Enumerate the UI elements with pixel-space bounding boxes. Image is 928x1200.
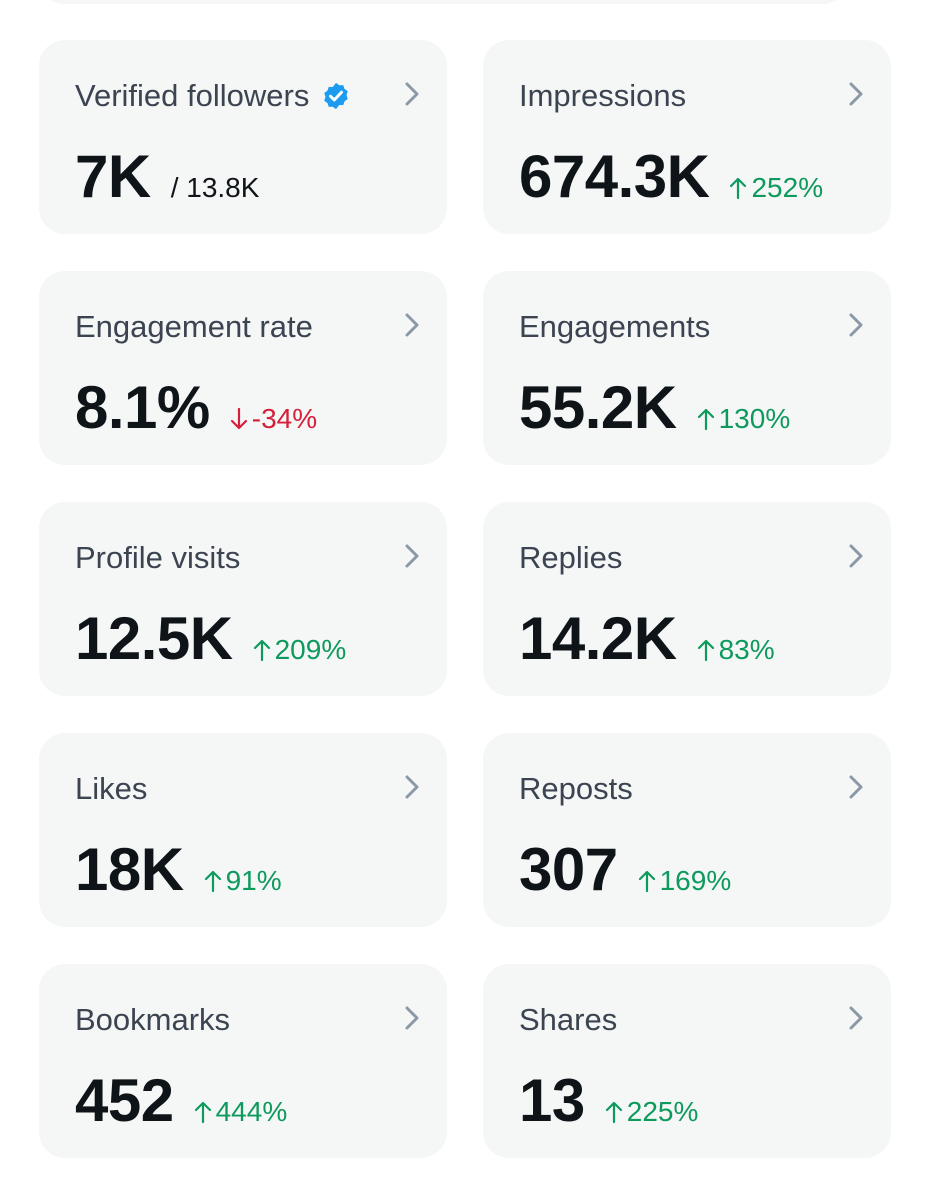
metric-value: 12.5K [75,605,233,672]
metric-change-value: 130% [718,403,791,434]
metric-card-engagement-rate[interactable]: Engagement rate 8.1% -34% [39,271,447,465]
metric-title: Replies [519,540,623,575]
metric-value: 674.3K [519,143,710,210]
metric-value: 307 [519,836,618,903]
arrow-up-icon [194,1101,211,1124]
metric-value-row: 18K 91% [75,835,282,905]
metric-change: -34% [230,403,317,435]
metric-title: Shares [519,1002,618,1037]
metric-value-row: 307 169% [519,835,731,905]
metric-card-verified-followers[interactable]: Verified followers 7K / 13.8K [39,40,447,234]
metric-card-reposts[interactable]: Reposts 307 169% [483,733,891,927]
metric-change-value: 91% [225,865,282,896]
metric-card-shares[interactable]: Shares 13 225% [483,964,891,1158]
metric-change-value: 444% [215,1096,288,1127]
metric-card-likes[interactable]: Likes 18K 91% [39,733,447,927]
metric-change-value: 225% [626,1096,699,1127]
arrow-up-icon [730,177,747,200]
metric-title: Reposts [519,771,633,806]
metric-value-row: 14.2K 83% [519,604,775,674]
chevron-right-icon[interactable] [843,541,869,571]
metric-value: 55.2K [519,374,677,441]
metric-change: 225% [605,1096,699,1128]
metric-value-row: 55.2K 130% [519,373,790,443]
chevron-right-icon[interactable] [399,772,425,802]
arrow-up-icon [204,870,221,893]
arrow-up-icon [697,408,714,431]
metric-value: 14.2K [519,605,677,672]
metric-change: 252% [729,172,823,204]
verified-badge-icon [324,82,349,110]
metric-value: 13 [519,1067,585,1134]
metric-value-row: 7K / 13.8K [75,142,259,212]
metric-value-row: 452 444% [75,1066,287,1136]
metric-change-value: 209% [274,634,347,665]
arrow-up-icon [638,870,655,893]
metric-value-row: 8.1% -34% [75,373,317,443]
chevron-right-icon[interactable] [399,310,425,340]
chevron-right-icon[interactable] [843,310,869,340]
chevron-right-icon[interactable] [843,1003,869,1033]
arrow-down-icon [230,407,247,430]
arrow-up-icon [605,1101,622,1124]
metric-card-replies[interactable]: Replies 14.2K 83% [483,502,891,696]
metric-change: 444% [194,1096,288,1128]
previous-card-edge [39,0,847,4]
metric-title: Engagement rate [75,309,313,344]
metric-value: 8.1% [75,374,210,441]
metric-change: 209% [253,634,347,666]
metric-change: 91% [204,865,282,897]
chevron-right-icon[interactable] [843,79,869,109]
metric-title: Likes [75,771,148,806]
metric-title: Bookmarks [75,1002,231,1037]
metric-title: Verified followers [75,78,310,113]
chevron-right-icon[interactable] [399,541,425,571]
metric-card-engagements[interactable]: Engagements 55.2K 130% [483,271,891,465]
arrow-up-icon [253,639,270,662]
metric-value: 452 [75,1067,174,1134]
metric-card-impressions[interactable]: Impressions 674.3K 252% [483,40,891,234]
metric-change-value: 169% [659,865,732,896]
chevron-right-icon[interactable] [399,1003,425,1033]
metric-total: / 13.8K [170,172,260,203]
metric-change: 169% [638,865,732,897]
metric-value-row: 13 225% [519,1066,698,1136]
metric-change-value: 252% [751,172,824,203]
metric-value-row: 12.5K 209% [75,604,346,674]
metric-value-row: 674.3K 252% [519,142,823,212]
metric-card-bookmarks[interactable]: Bookmarks 452 444% [39,964,447,1158]
metric-value: 7K [75,143,151,210]
chevron-right-icon[interactable] [843,772,869,802]
metric-title-wrap: Verified followers [75,76,351,116]
metric-value: 18K [75,836,184,903]
metric-title: Profile visits [75,540,241,575]
metric-change: 130% [697,403,791,435]
metric-card-profile-visits[interactable]: Profile visits 12.5K 209% [39,502,447,696]
metric-change-value: -34% [251,403,318,434]
chevron-right-icon[interactable] [399,79,425,109]
metric-title: Impressions [519,78,687,113]
arrow-up-icon [697,639,714,662]
metric-change-value: 83% [718,634,775,665]
metric-title: Engagements [519,309,711,344]
metric-change: 83% [697,634,775,666]
